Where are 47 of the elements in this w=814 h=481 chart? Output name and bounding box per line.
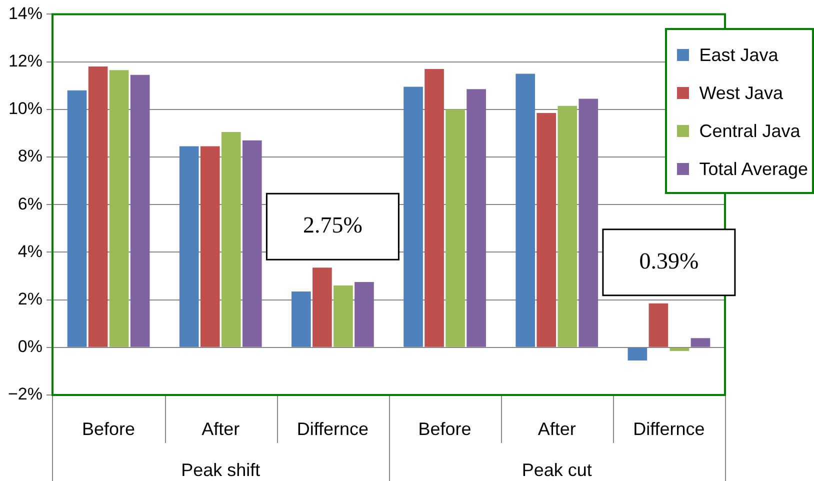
bar <box>446 109 465 347</box>
bar <box>404 86 423 347</box>
bar <box>109 70 129 347</box>
bar <box>628 348 648 360</box>
text: Peak cut <box>522 460 592 480</box>
bar <box>690 338 710 347</box>
bar <box>221 132 241 347</box>
bar <box>200 146 220 347</box>
legend-label: Total Average <box>699 158 808 180</box>
y-tick-label: 14% <box>8 4 42 23</box>
y-tick-label: 6% <box>18 194 42 214</box>
y-tick-label: 10% <box>8 99 42 118</box>
y-tick-label: 8% <box>18 146 42 166</box>
x-tick-label: Differnce <box>633 418 705 439</box>
bar <box>648 303 668 347</box>
bar <box>354 282 374 347</box>
y-tick-label: 0% <box>18 337 42 356</box>
bar <box>558 106 578 347</box>
legend-label: Central Java <box>699 120 800 142</box>
y-tick-label: 12% <box>8 51 42 70</box>
legend-label: West Java <box>699 82 783 104</box>
x-tick-label: Before <box>82 418 136 439</box>
bar <box>334 286 353 347</box>
legend-label: East Java <box>699 44 778 66</box>
bar <box>312 268 332 347</box>
x-tick-label: After <box>202 418 240 439</box>
bar <box>67 90 87 347</box>
bar <box>424 68 444 347</box>
y-tick-label: 4% <box>18 242 42 261</box>
bar <box>179 146 199 347</box>
bar <box>88 66 108 347</box>
bar <box>536 112 556 347</box>
annotation: 0.39% <box>639 248 699 274</box>
bar <box>242 140 262 347</box>
y-tick-label: 2% <box>18 289 42 308</box>
bar <box>466 89 486 347</box>
bar <box>670 348 690 351</box>
x-tick-label: Differnce <box>296 418 369 439</box>
bar <box>292 291 311 347</box>
bar <box>130 74 150 347</box>
x-tick-label: Before <box>418 418 472 439</box>
text: Peak shift <box>181 460 260 480</box>
bar <box>516 74 536 347</box>
y-tick-label: −2% <box>8 384 42 404</box>
annotation: 2.75% <box>302 212 362 238</box>
x-tick-label: After <box>538 418 576 439</box>
bar <box>578 98 598 347</box>
